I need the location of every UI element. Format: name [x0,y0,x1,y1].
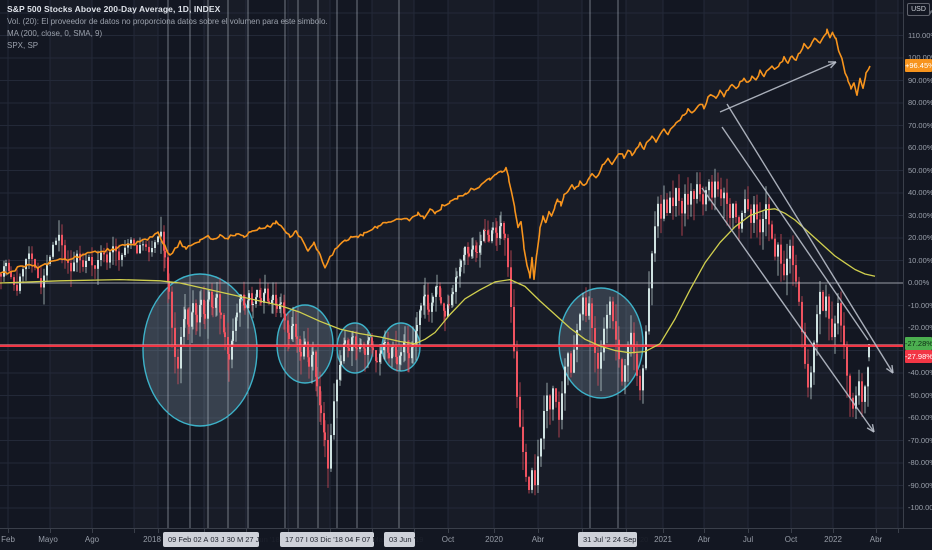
price-axis[interactable]: -100.00% -90.00% -80.00% -70.00% -60.00% -50.… [903,0,932,528]
time-tick-mark [748,529,749,533]
time-tick-label: Mayo [38,535,58,544]
date-range-label: 03 Jun '19 [389,535,424,544]
date-range-box: 17 07 I 03 Dic '18 04 F 07 Mar '19 [280,532,397,547]
date-range-label: 30 M [226,535,244,544]
time-tick-mark [663,529,664,533]
time-tick-mark [448,529,449,533]
time-tick-mark [626,529,627,533]
date-range-label: 17 [285,535,294,544]
price-tick-label: -60.00% [908,413,932,422]
time-tick-mark [50,529,51,533]
date-range-box: 09 Feb 02 A 03 J 30 M 27 Jun '18 [163,532,280,547]
chart-legend: S&P 500 Stocks Above 200-Day Average, 1D… [7,4,328,51]
price-tick-label: -50.00% [908,390,932,400]
date-range-label: 03 J [210,535,225,544]
time-tick-label: Abr [869,535,883,544]
currency-unit-chip[interactable]: USD [907,3,930,16]
spx-last-price-badge: +96.45% [905,59,932,72]
price-tick-label: 40.00% [908,188,932,197]
time-tick-mark [704,529,705,533]
price-tick-label: -90.00% [908,480,932,490]
time-axis[interactable]: Feb Mayo Ago 2018 Oct 2020 Abr 2021 Abr Jul Oct 202… [0,528,932,550]
event-date-lines[interactable] [167,0,619,528]
price-tick-label: -100.00% [908,503,932,512]
price-tick-label: -10.00% [908,300,932,310]
date-range-label: 07 I [295,535,308,544]
time-tick-label: Feb [1,535,15,544]
price-tick-label: 90.00% [908,75,932,85]
time-tick-label: Oct [784,535,798,544]
time-tick-label: Abr [697,535,711,544]
symbol-title[interactable]: S&P 500 Stocks Above 200-Day Average, 1D… [7,4,221,14]
time-tick-label: Oct [441,535,455,544]
time-tick-mark [8,529,9,533]
price-tick-label: 60.00% [908,143,932,152]
background-stripes [50,0,898,528]
date-range-box: 31 Jul '2 24 Sep '20 [578,532,648,547]
date-range-label: 07 Mar '19 [362,535,398,544]
time-tick-label: Ago [84,535,100,544]
time-tick-mark [538,529,539,533]
time-tick-label: Abr [531,535,545,544]
date-range-label: 27 Jun '18 [245,535,280,544]
time-tick-mark [372,529,373,533]
price-tick-label: 0.00% [908,278,930,287]
time-tick-label: Jul [742,535,754,544]
price-tick-label: 10.00% [908,255,932,265]
time-tick-mark [876,529,877,533]
price-tick-label: 30.00% [908,210,932,220]
date-range-label: 02 A [193,535,209,544]
price-tick-label: 110.00% [908,30,932,40]
ma-200-line [0,208,876,354]
price-level-lines[interactable] [0,282,903,347]
time-tick-mark [414,529,415,533]
time-tick-mark [791,529,792,533]
trend-arrows[interactable] [701,61,894,433]
time-tick-mark [134,529,135,533]
price-tick-label: 20.00% [908,233,932,242]
price-tick-label: -70.00% [908,435,932,445]
time-tick-mark [898,529,899,533]
time-tick-mark [204,529,205,533]
date-range-label: 04 F [344,535,360,544]
last-close-badge: -27.28% [905,337,932,350]
date-range-label: 24 Sep '20 [612,535,649,544]
time-tick-mark [330,529,331,533]
time-tick-mark [158,529,159,533]
ma-indicator-label[interactable]: MA (200, close, 0, SMA, 9) [7,29,103,38]
time-tick-label: 2021 [654,535,672,544]
time-tick-mark [288,529,289,533]
price-tick-label: -20.00% [908,323,932,332]
time-tick-mark [582,529,583,533]
time-tick-mark [246,529,247,533]
time-tick-mark [494,529,495,533]
time-tick-label: 2020 [485,535,503,544]
date-range-label: 31 Jul '2 [583,535,611,544]
date-range-label: 09 Feb [168,535,192,544]
time-tick-label: 2022 [824,535,842,544]
time-tick-mark [92,529,93,533]
spx-overlay-label[interactable]: SPX, SP [7,41,39,50]
red-line-price-badge: -27.98% [905,350,932,363]
volume-indicator-note: Vol. (20): El proveedor de datos no prop… [7,17,328,26]
time-tick-label: 2018 [143,535,161,544]
spx-line [0,28,871,281]
time-tick-mark [833,529,834,533]
date-range-box: 03 Jun '19 [384,532,423,547]
price-tick-label: 50.00% [908,165,932,175]
price-tick-label: 70.00% [908,120,932,130]
date-range-label: 03 Dic '18 [309,535,343,544]
price-tick-label: -80.00% [908,458,932,467]
price-tick-label: 100.00% [908,53,932,62]
price-tick-label: 80.00% [908,98,932,107]
candlestick-series [0,168,870,496]
price-tick-label: -40.00% [908,368,932,377]
